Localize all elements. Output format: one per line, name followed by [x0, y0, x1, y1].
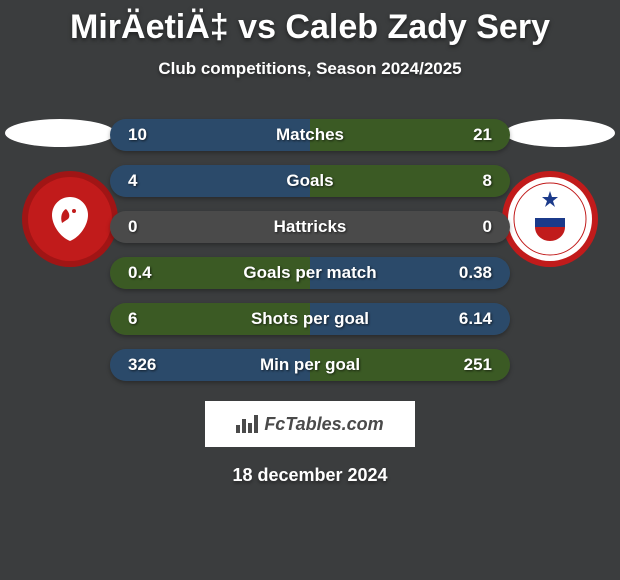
stat-value-left: 0 [128, 217, 137, 237]
stat-row: 6Shots per goal6.14 [110, 303, 510, 335]
stat-label: Goals [110, 171, 510, 191]
stat-value-right: 251 [464, 355, 492, 375]
stat-value-right: 21 [473, 125, 492, 145]
stat-value-left: 0.4 [128, 263, 152, 283]
stat-row: 326Min per goal251 [110, 349, 510, 381]
stat-value-left: 326 [128, 355, 156, 375]
page-title: MirÄetiÄ‡ vs Caleb Zady Sery [0, 0, 620, 47]
comparison-panel: 10Matches21 4Goals8 0Hattricks0 0.4Goals pe… [0, 119, 620, 381]
date-label: 18 december 2024 [0, 447, 620, 486]
fctables-watermark: FcTables.com [205, 401, 415, 447]
fctables-text: FcTables.com [264, 414, 383, 435]
subtitle: Club competitions, Season 2024/2025 [0, 47, 620, 79]
stat-label: Matches [110, 125, 510, 145]
stats-list: 10Matches21 4Goals8 0Hattricks0 0.4Goals pe… [110, 119, 510, 381]
player-ellipse-left [5, 119, 115, 147]
stat-value-left: 10 [128, 125, 147, 145]
stat-label: Hattricks [110, 217, 510, 237]
vojvodina-shield-icon [500, 169, 600, 269]
radnicki-shield-icon [20, 169, 120, 269]
stat-label: Min per goal [110, 355, 510, 375]
stat-value-left: 4 [128, 171, 137, 191]
stat-value-right: 0 [483, 217, 492, 237]
club-badge-right [500, 169, 600, 269]
stat-value-right: 8 [483, 171, 492, 191]
stat-row: 0Hattricks0 [110, 211, 510, 243]
player-ellipse-right [505, 119, 615, 147]
stat-label: Shots per goal [110, 309, 510, 329]
stat-row: 0.4Goals per match0.38 [110, 257, 510, 289]
stat-value-right: 6.14 [459, 309, 492, 329]
bar-chart-icon [236, 415, 258, 433]
stat-label: Goals per match [110, 263, 510, 283]
stat-row: 10Matches21 [110, 119, 510, 151]
stat-row: 4Goals8 [110, 165, 510, 197]
stat-value-left: 6 [128, 309, 137, 329]
club-badge-left [20, 169, 120, 269]
stat-value-right: 0.38 [459, 263, 492, 283]
